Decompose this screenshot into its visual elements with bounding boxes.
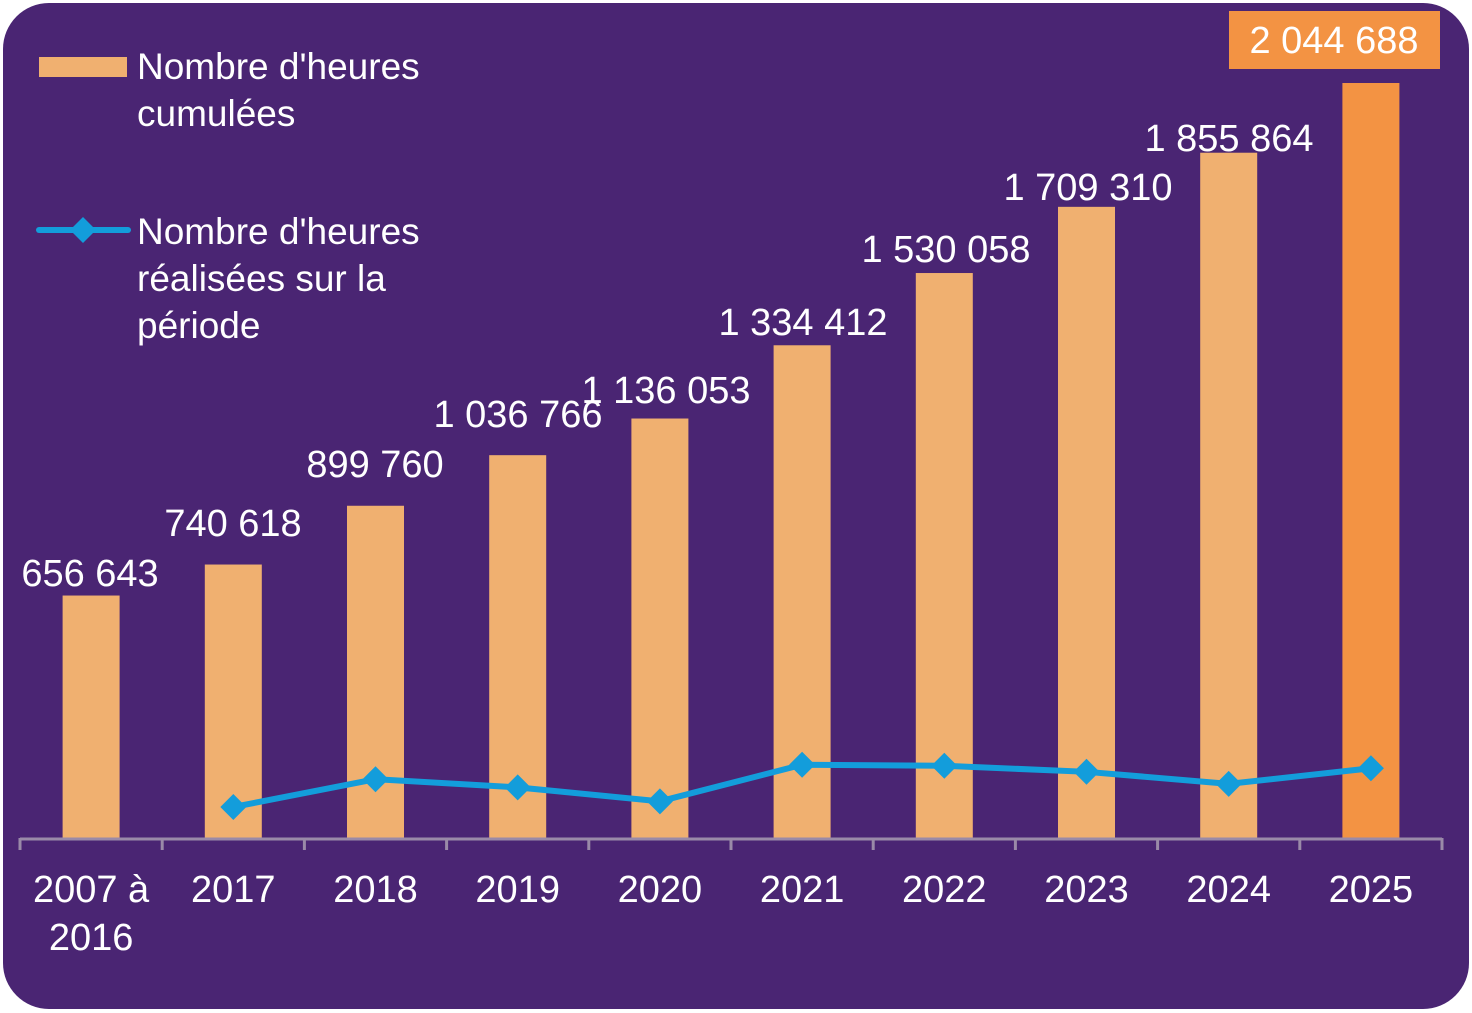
data-label: 740 618 — [164, 503, 301, 545]
line-marker-diamond — [362, 766, 389, 793]
data-label: 656 643 — [21, 553, 158, 595]
legend: Nombre d'heures cumulées Nombre d'heures ré… — [36, 46, 420, 346]
x-tick-label: 2024 — [1186, 869, 1271, 911]
legend-bar-swatch — [39, 57, 127, 77]
data-label: 2 044 688 — [1249, 20, 1418, 62]
legend-diamond-icon — [70, 217, 96, 243]
legend-label-realisees: période — [137, 305, 260, 346]
data-label: 1 709 310 — [1003, 167, 1172, 209]
line-marker-diamond — [504, 774, 531, 801]
legend-label-realisees: réalisées sur la — [137, 258, 386, 299]
x-tick-label: 2007 à — [33, 869, 150, 911]
line-marker-diamond — [646, 788, 673, 815]
bars-layer — [62, 83, 1400, 839]
line-marker-diamond — [1215, 770, 1242, 797]
x-tick-label: 2020 — [618, 869, 703, 911]
line-marker-diamond — [1073, 758, 1100, 785]
line-marker-diamond — [1357, 755, 1384, 782]
line-marker-diamond — [220, 793, 247, 820]
x-tick-label: 2025 — [1329, 869, 1414, 911]
bar-2020 — [631, 418, 689, 838]
bar-2022 — [915, 273, 973, 838]
data-label: 1 855 864 — [1144, 118, 1313, 160]
x-tick-label: 2017 — [191, 869, 276, 911]
x-tick-label: 2021 — [760, 869, 845, 911]
bar-2025 — [1342, 83, 1400, 838]
data-label: 1 036 766 — [433, 394, 602, 436]
legend-label-cumulees: cumulées — [137, 93, 295, 134]
x-tick-label: 2022 — [902, 869, 987, 911]
line-marker-diamond — [931, 752, 958, 779]
bar-2023 — [1058, 206, 1115, 839]
legend-label-cumulees: Nombre d'heures — [137, 46, 420, 87]
bar-2017 — [204, 564, 262, 838]
x-tick-label: 2019 — [475, 869, 560, 911]
data-label: 1 136 053 — [581, 370, 750, 412]
line-layer — [220, 751, 1384, 820]
highlight-label-box — [1229, 11, 1440, 69]
x-tick-label: 2016 — [49, 917, 134, 959]
line-marker-diamond — [789, 751, 816, 778]
bar-2019 — [489, 455, 547, 838]
data-label: 1 530 058 — [861, 229, 1030, 271]
bar-2007-à-2016 — [62, 595, 120, 838]
data-label: 1 334 412 — [718, 302, 887, 344]
x-tick-label: 2023 — [1044, 869, 1129, 911]
x-axis: 2007 à 2016 2017 2018 2019 2020 2021 2022 2023 20… — [18, 837, 1444, 959]
legend-label-realisees: Nombre d'heures — [137, 211, 420, 252]
data-label: 899 760 — [306, 444, 443, 486]
x-tick-label: 2018 — [333, 869, 418, 911]
bar-2024 — [1200, 152, 1258, 839]
